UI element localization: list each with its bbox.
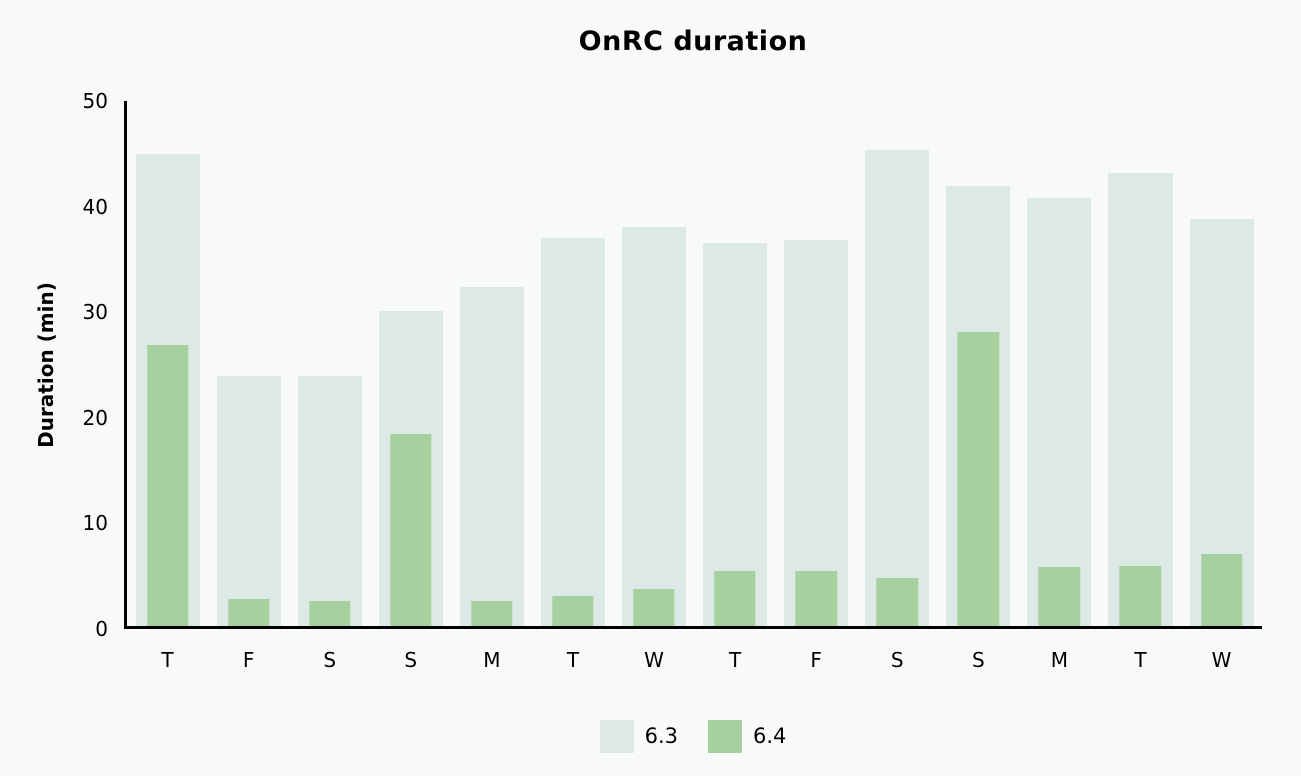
bar-6.3 (1108, 173, 1173, 626)
x-tick-label: W (644, 648, 664, 672)
x-tick-label: S (890, 648, 904, 672)
bar-group (370, 101, 451, 626)
bar-group (1181, 101, 1262, 626)
bar-6.3 (1027, 197, 1092, 626)
y-tick-label: 0 (95, 617, 108, 641)
bar-group (532, 101, 613, 626)
bar-group (289, 101, 370, 626)
bar-6.4 (633, 589, 675, 626)
y-axis-tick-labels: 0 10 20 30 40 50 (0, 91, 108, 639)
bar-6.4 (390, 433, 432, 626)
plot-area (124, 101, 1262, 629)
bar-group (695, 101, 776, 626)
y-tick-label: 50 (82, 89, 108, 113)
x-tick-label: S (323, 648, 337, 672)
bar-6.4 (795, 571, 837, 626)
x-tick-label: T (566, 648, 580, 672)
y-tick-label: 10 (82, 511, 108, 536)
bar-6.4 (714, 571, 756, 626)
bar-6.3 (865, 150, 930, 626)
chart-title: OnRC duration (578, 26, 808, 57)
bar-group (1100, 101, 1181, 626)
x-tick-label: S (404, 648, 418, 672)
bar-6.3 (540, 237, 605, 626)
x-tick-label: T (161, 648, 174, 672)
bar-group (776, 101, 857, 626)
x-tick-label: F (242, 648, 255, 672)
bar-6.3 (703, 242, 768, 626)
x-tick-label: T (1134, 648, 1147, 672)
bar-group (127, 101, 208, 626)
x-tick-label: F (810, 648, 822, 672)
bar-6.4 (1119, 566, 1162, 626)
x-tick-label: M (483, 648, 501, 672)
legend-item-6-4: 6.4 (708, 720, 786, 753)
bar-group (857, 101, 938, 626)
bar-6.3 (621, 227, 687, 626)
x-tick-label: T (728, 648, 742, 672)
bar-6.3 (459, 286, 524, 626)
bar-6.4 (146, 344, 189, 626)
x-tick-label: M (1050, 648, 1069, 672)
bar-6.4 (552, 595, 594, 626)
y-tick-label: 20 (82, 405, 108, 430)
bar-6.4 (309, 600, 351, 626)
legend: 6.3 6.4 (124, 720, 1262, 753)
x-tick-label: S (971, 648, 985, 672)
bar-6.4 (957, 332, 999, 626)
bar-6.4 (1200, 553, 1243, 626)
legend-label-6-3: 6.3 (644, 724, 678, 748)
bar-group (938, 101, 1019, 626)
bar-6.3 (216, 376, 281, 626)
bar-6.4 (1038, 567, 1081, 626)
bar-group (208, 101, 289, 626)
legend-swatch-6-3 (599, 720, 634, 753)
y-tick-label: 30 (82, 300, 108, 325)
x-tick-label: W (1211, 648, 1232, 672)
bars-container (127, 101, 1262, 626)
bar-6.4 (227, 598, 270, 626)
bar-group (613, 101, 694, 626)
legend-item-6-3: 6.3 (599, 720, 678, 753)
bar-6.4 (471, 600, 513, 626)
bar-group (451, 101, 532, 626)
bar-6.3 (784, 239, 849, 626)
legend-label-6-4: 6.4 (753, 724, 787, 748)
y-tick-label: 40 (82, 194, 108, 219)
bar-group (1019, 101, 1100, 626)
bar-6.4 (876, 577, 918, 626)
legend-swatch-6-4 (708, 720, 742, 753)
bar-6.3 (297, 376, 362, 626)
